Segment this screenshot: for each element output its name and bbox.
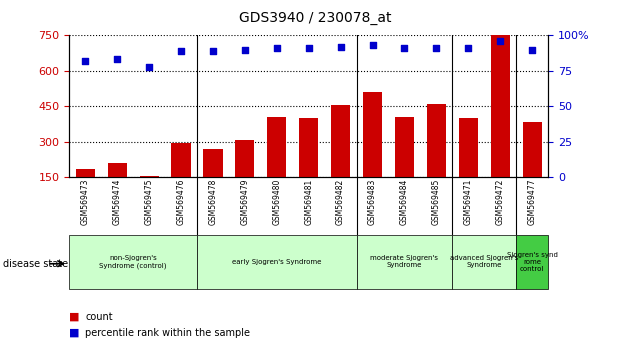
Bar (267, 117, 287, 177)
Bar (331, 105, 350, 177)
Point (144, 64, 154, 69)
Text: GSM569471: GSM569471 (464, 179, 472, 225)
Point (527, 47, 537, 52)
Text: GSM569476: GSM569476 (176, 179, 185, 225)
Text: GSM569484: GSM569484 (400, 179, 409, 225)
Text: Sjogren's synd
rome
control: Sjogren's synd rome control (507, 252, 558, 272)
Text: GSM569481: GSM569481 (304, 179, 313, 225)
Text: GSM569472: GSM569472 (496, 179, 505, 225)
Text: non-Sjogren's
Syndrome (control): non-Sjogren's Syndrome (control) (100, 255, 167, 269)
Bar (171, 143, 191, 177)
Bar (299, 118, 318, 177)
Bar (69, 235, 197, 289)
Text: GSM569477: GSM569477 (528, 179, 537, 225)
Text: ■: ■ (69, 312, 80, 322)
Bar (522, 121, 542, 177)
Text: moderate Sjogren's
Syndrome: moderate Sjogren's Syndrome (370, 256, 438, 268)
Point (336, 44, 346, 50)
Point (176, 48, 186, 54)
Text: GDS3940 / 230078_at: GDS3940 / 230078_at (239, 11, 391, 25)
Text: GSM569474: GSM569474 (113, 179, 122, 225)
Bar (197, 235, 357, 289)
Point (240, 47, 250, 52)
Point (495, 38, 505, 44)
Point (272, 45, 282, 51)
Text: GSM569479: GSM569479 (241, 179, 249, 225)
Text: GSM569483: GSM569483 (368, 179, 377, 225)
Point (463, 45, 473, 51)
Point (399, 45, 410, 51)
Text: disease state: disease state (3, 259, 68, 269)
Bar (357, 235, 452, 289)
Bar (76, 169, 95, 177)
Bar (516, 235, 548, 289)
Bar (203, 149, 222, 177)
Point (112, 57, 122, 62)
Point (208, 48, 218, 54)
Bar (235, 141, 255, 177)
Text: percentile rank within the sample: percentile rank within the sample (85, 328, 250, 338)
Point (80, 58, 90, 64)
Text: ■: ■ (69, 328, 80, 338)
Bar (108, 163, 127, 177)
Text: count: count (85, 312, 113, 322)
Text: GSM569475: GSM569475 (145, 179, 154, 225)
Bar (452, 235, 516, 289)
Bar (427, 104, 446, 177)
Text: advanced Sjogren's
Syndrome: advanced Sjogren's Syndrome (450, 256, 518, 268)
Bar (491, 33, 510, 177)
Point (304, 45, 314, 51)
Bar (395, 117, 414, 177)
Text: GSM569482: GSM569482 (336, 179, 345, 225)
Point (432, 45, 442, 51)
Text: early Sjogren's Syndrome: early Sjogren's Syndrome (232, 259, 321, 265)
Text: GSM569478: GSM569478 (209, 179, 217, 225)
Bar (363, 92, 382, 177)
Text: GSM569485: GSM569485 (432, 179, 441, 225)
Bar (459, 118, 478, 177)
Text: GSM569473: GSM569473 (81, 179, 89, 225)
Text: GSM569480: GSM569480 (272, 179, 281, 225)
Point (367, 42, 377, 48)
Bar (139, 176, 159, 177)
